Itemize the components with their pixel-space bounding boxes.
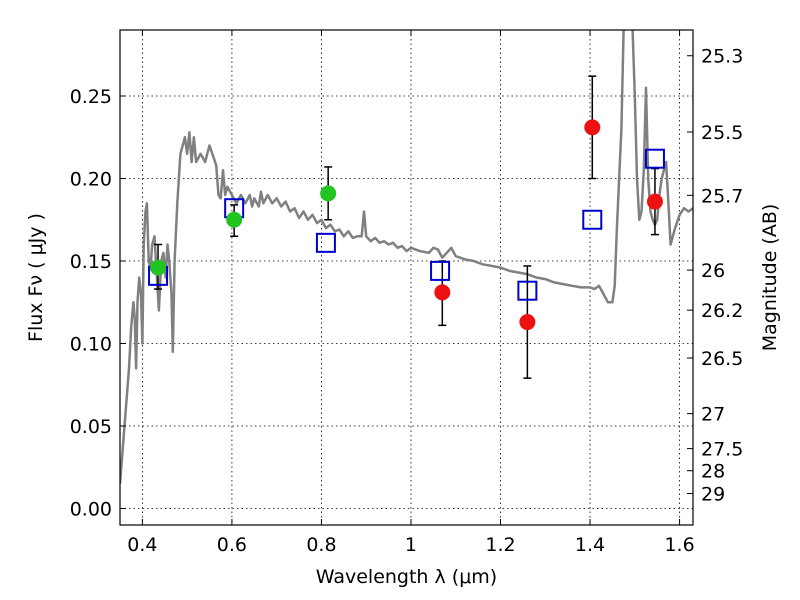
grid bbox=[120, 30, 693, 525]
observed-point-red bbox=[646, 193, 663, 210]
y-tick-label: 0.25 bbox=[70, 86, 112, 108]
y2-tick-label: 27 bbox=[701, 404, 725, 426]
observed-point-red bbox=[584, 119, 601, 136]
observed-point-green bbox=[150, 259, 167, 276]
y-tick-label: 0.15 bbox=[70, 251, 112, 273]
observed-point-red bbox=[434, 284, 451, 301]
x-axis-label: Wavelength λ (μm) bbox=[316, 566, 497, 588]
x-tick-labels: 0.4 0.6 0.8 1 1.2 1.4 1.6 bbox=[127, 534, 694, 556]
model-point-square bbox=[644, 148, 665, 169]
y2-tick-label: 29 bbox=[701, 483, 725, 505]
y-tick-label: 0.00 bbox=[70, 499, 112, 521]
x-tick-label: 1.2 bbox=[485, 534, 515, 556]
x-tick-label: 1.6 bbox=[664, 534, 694, 556]
y2-tick-label: 26.2 bbox=[701, 300, 743, 322]
model-point-square bbox=[517, 280, 538, 301]
y2-tick-label: 28 bbox=[701, 461, 725, 483]
model-point-square bbox=[582, 209, 603, 230]
observed-point-green bbox=[320, 185, 337, 202]
y-tick-labels: 0.00 0.05 0.10 0.15 0.20 0.25 bbox=[70, 86, 112, 521]
y-tick-label: 0.20 bbox=[70, 169, 112, 191]
x-tick-label: 1 bbox=[405, 534, 417, 556]
x-tick-label: 0.4 bbox=[127, 534, 157, 556]
plot-frame bbox=[119, 29, 694, 526]
y2-tick-label: 27.5 bbox=[701, 439, 743, 461]
y2-tick-label: 26 bbox=[701, 260, 725, 282]
y2-tick-label: 26.5 bbox=[701, 348, 743, 370]
template-spectrum-line bbox=[631, 30, 693, 246]
x-tick-label: 1.4 bbox=[575, 534, 605, 556]
model-point-square bbox=[430, 260, 451, 281]
plot-area bbox=[120, 30, 693, 484]
y-tick-label: 0.10 bbox=[70, 334, 112, 356]
markers bbox=[148, 119, 665, 331]
y2-tick-label: 25.3 bbox=[701, 46, 743, 68]
y2-axis-label: Magnitude (AB) bbox=[759, 204, 781, 352]
x-tick-label: 0.6 bbox=[217, 534, 247, 556]
observed-point-green bbox=[226, 211, 243, 228]
y2-tick-label: 25.5 bbox=[701, 122, 743, 144]
axis-ticks bbox=[120, 30, 693, 525]
x-tick-label: 0.8 bbox=[306, 534, 336, 556]
y-tick-label: 0.05 bbox=[70, 416, 112, 438]
observed-point-red bbox=[519, 314, 536, 331]
y2-tick-label: 25.7 bbox=[701, 185, 743, 207]
y-axis-label: Flux Fν ( μJy ) bbox=[25, 213, 47, 342]
model-point-square bbox=[315, 232, 336, 253]
template-spectrum-line bbox=[120, 30, 625, 484]
